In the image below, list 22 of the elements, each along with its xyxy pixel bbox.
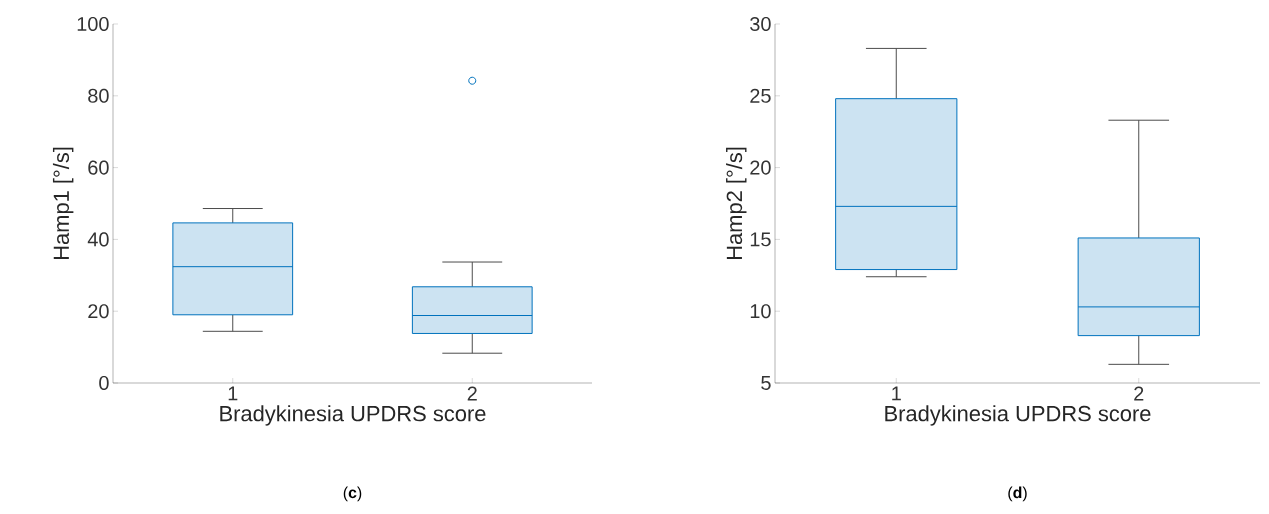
y-axis-title: Hamp2 [°/s]	[726, 147, 747, 260]
y-tick-label: 30	[750, 16, 771, 32]
x-axis-title: Bradykinesia UPDRS score	[220, 405, 486, 426]
y-tick-label: 60	[88, 160, 109, 175]
x-tick-label: 1	[228, 386, 238, 401]
y-tick-label: 15	[750, 232, 771, 247]
y-tick-label: 0	[99, 375, 109, 391]
y-tick-label: 10	[750, 304, 771, 319]
y-tick-label: 20	[88, 304, 109, 319]
x-tick-label: 2	[1134, 386, 1144, 401]
y-tick-label: 80	[88, 88, 109, 103]
x-tick-label: 2	[467, 386, 477, 401]
y-tick-label: 40	[87, 232, 109, 247]
x-axis-title: Bradykinesia UPDRS score	[885, 405, 1151, 426]
text: (d)	[1008, 486, 1027, 502]
text: (c)	[343, 486, 362, 502]
y-tick-label: 100	[77, 16, 109, 32]
y-tick-label: 25	[750, 88, 771, 103]
y-tick-label: 20	[750, 160, 771, 175]
x-tick-label: 1	[892, 386, 901, 401]
y-axis-title: Hamp1 [°/s]	[52, 147, 74, 260]
y-tick-label: 5	[761, 376, 771, 390]
